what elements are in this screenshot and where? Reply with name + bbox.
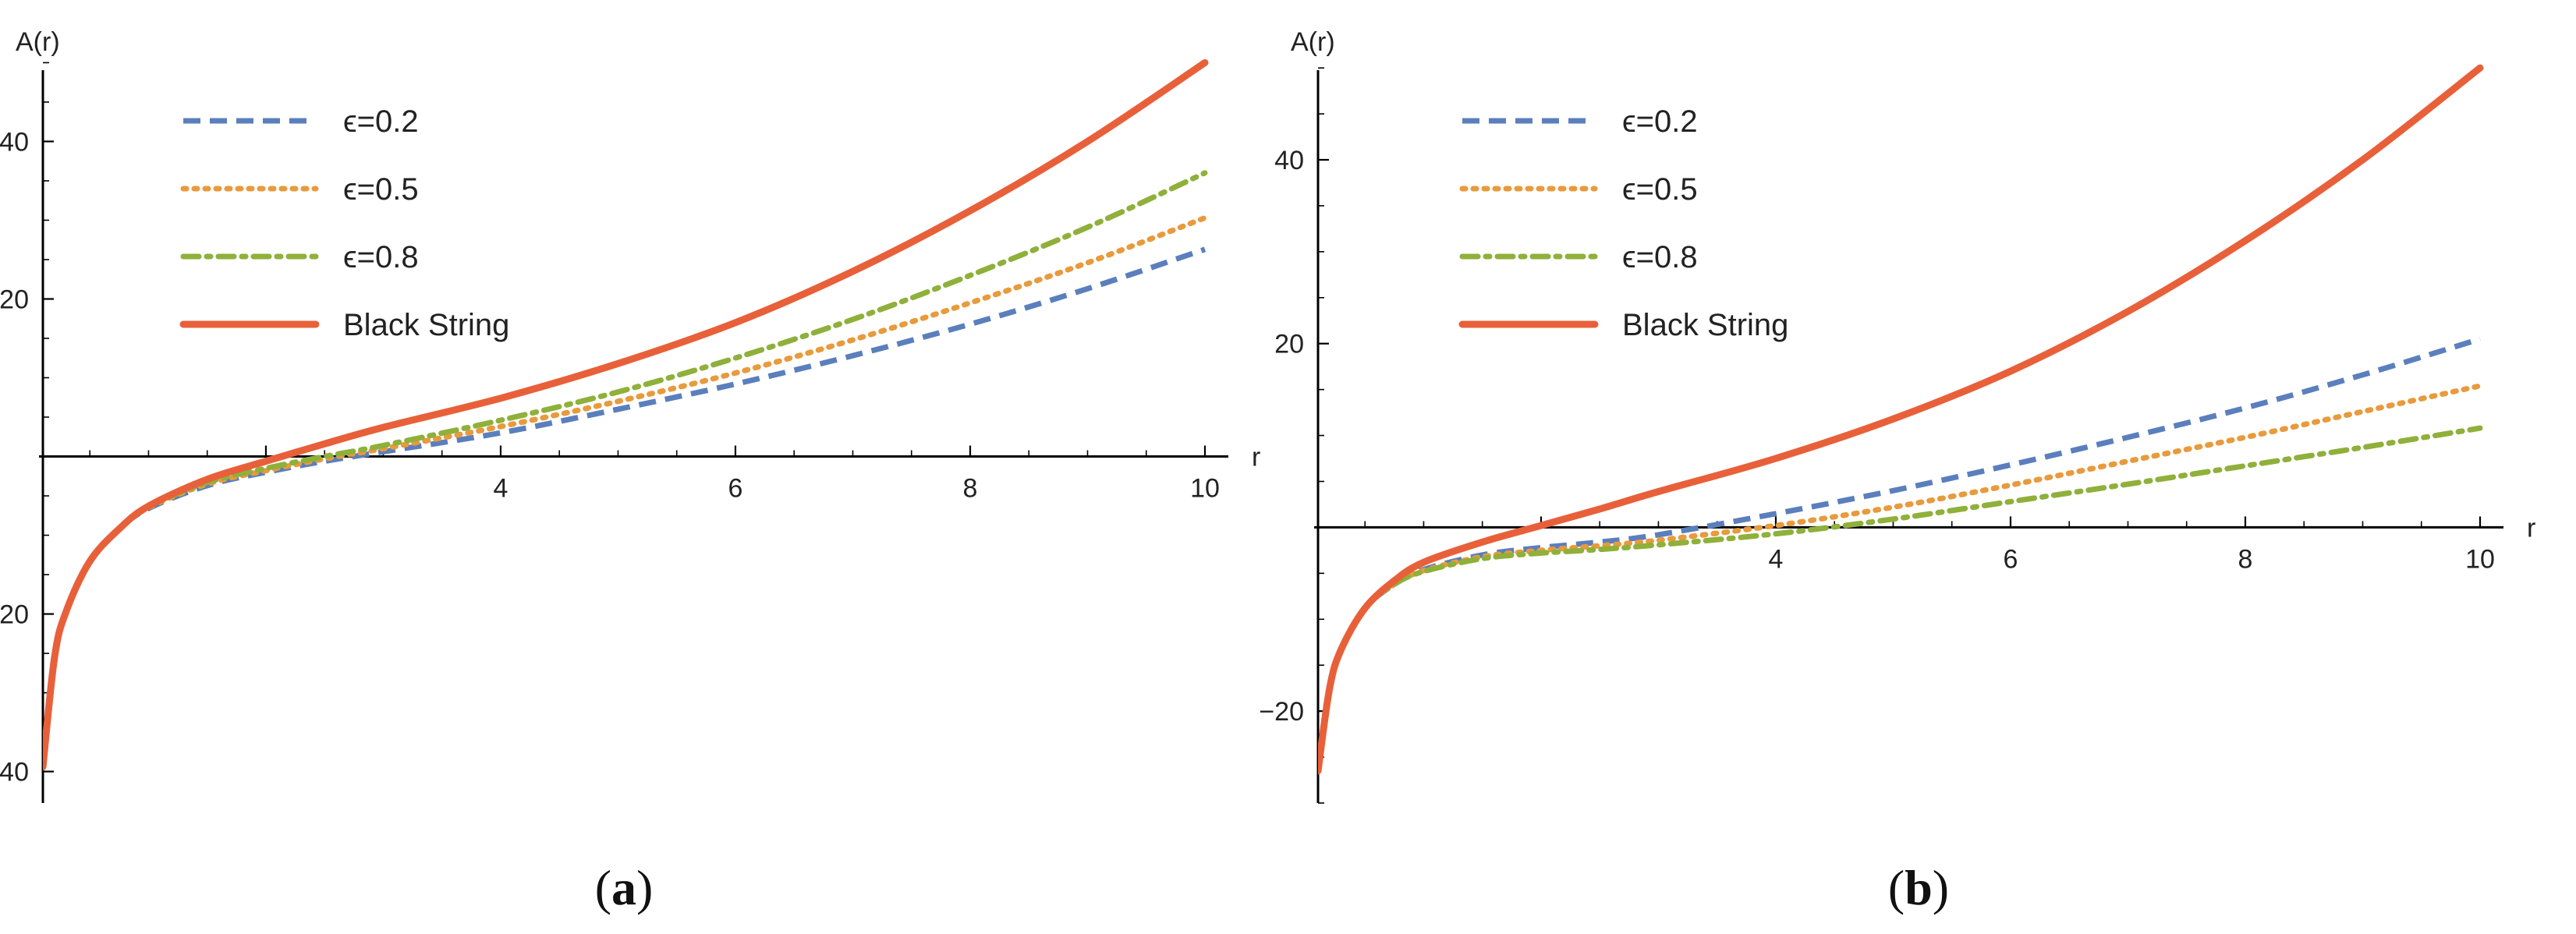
series-line-dotted <box>43 214 1208 769</box>
y-tick-label: 20 <box>1274 330 1304 359</box>
legend-label: ϵ=0.8 <box>1622 240 1698 274</box>
y-tick-label: 40 <box>1274 146 1304 175</box>
x-axis-label: r <box>1252 443 1260 472</box>
y-tick-label: 20 <box>0 285 29 314</box>
y-tick-label: 40 <box>0 127 29 157</box>
x-tick-label: 8 <box>2238 544 2253 574</box>
legend-label: ϵ=0.2 <box>1622 104 1698 139</box>
y-axis-label: A(r) <box>16 27 60 57</box>
series-line-dashdot <box>1318 425 2483 774</box>
series-line-solid <box>1318 64 2484 775</box>
panel-caption-letter: a <box>611 860 636 915</box>
series-line-dashdot <box>43 170 1208 769</box>
x-axis-label: r <box>2527 513 2535 543</box>
y-tick-label: −20 <box>1259 697 1304 727</box>
panel-a: 4 6 8 10 −40 −20 20 40 A(r) r ϵ=0.2 ϵ=0.5 ϵ=0.8 Black… <box>0 27 1260 915</box>
y-tick-label: −40 <box>0 758 29 787</box>
legend: ϵ=0.2 ϵ=0.5 ϵ=0.8 Black String <box>179 104 509 342</box>
series-line-solid <box>43 58 1209 770</box>
legend: ϵ=0.2 ϵ=0.5 ϵ=0.8 Black String <box>1458 104 1788 342</box>
x-tick-label: 8 <box>963 474 978 504</box>
panel-caption-letter: b <box>1905 860 1933 915</box>
legend-label: ϵ=0.2 <box>343 104 419 139</box>
legend-label: Black String <box>343 308 509 342</box>
legend-label: ϵ=0.5 <box>1622 172 1698 207</box>
y-tick-label: −20 <box>0 600 29 630</box>
x-tick-label: 10 <box>1190 474 1220 504</box>
legend-label: ϵ=0.8 <box>343 240 419 274</box>
legend-label: Black String <box>1622 308 1788 342</box>
x-tick-label: 4 <box>494 474 508 504</box>
panel-b: 4 6 8 10 −20 20 40 A(r) r ϵ=0.2 ϵ=0.5 ϵ=0.8 Black St… <box>1259 27 2535 915</box>
legend-label: ϵ=0.5 <box>343 172 419 207</box>
y-axis-label: A(r) <box>1291 27 1335 57</box>
panel-caption: (b) <box>1888 860 1949 915</box>
x-tick-label: 6 <box>728 474 743 504</box>
series-line-dotted <box>1318 383 2483 774</box>
panel-caption: (a) <box>595 860 654 915</box>
x-tick-label: 4 <box>1769 544 1784 574</box>
series-line-dashed <box>1318 336 2482 772</box>
x-tick-label: 6 <box>2004 544 2018 574</box>
x-tick-label: 10 <box>2465 544 2495 574</box>
